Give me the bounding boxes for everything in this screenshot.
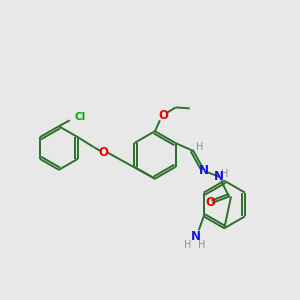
Text: O: O (205, 196, 215, 209)
Text: O: O (98, 146, 109, 160)
Text: H: H (184, 240, 191, 250)
Text: Cl: Cl (75, 112, 86, 122)
Text: O: O (158, 109, 168, 122)
Text: H: H (221, 169, 229, 179)
Text: H: H (196, 142, 203, 152)
Text: N: N (191, 230, 201, 243)
Text: N: N (214, 170, 224, 183)
Text: H: H (198, 240, 206, 250)
Text: N: N (199, 164, 209, 177)
